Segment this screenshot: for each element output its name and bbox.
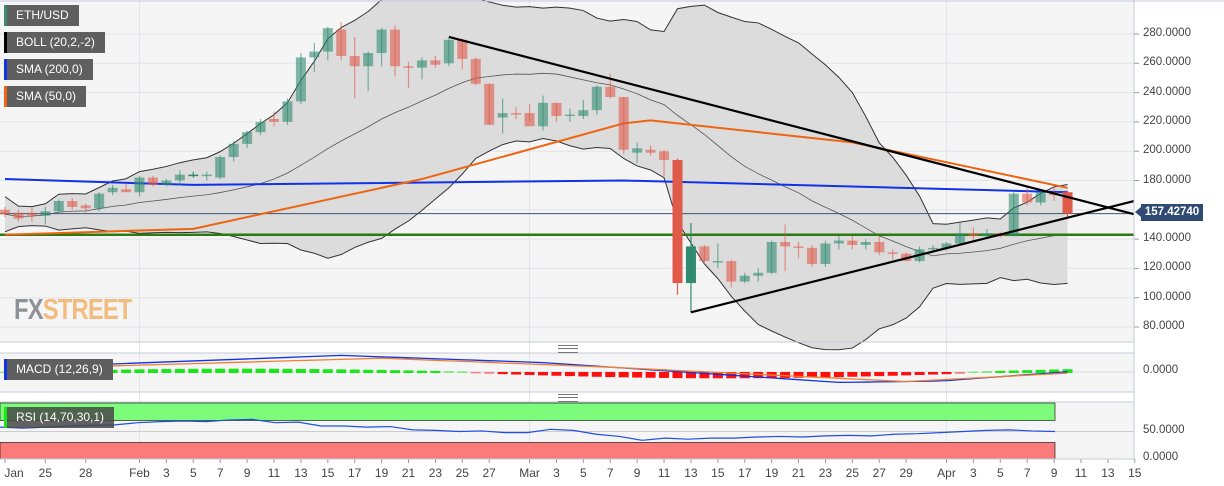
x-tick: 19 [764, 466, 779, 480]
y-tick: 240.0000 [1143, 85, 1191, 98]
legend-boll[interactable]: BOLL (20,2,-2) [4, 32, 105, 53]
x-tick: 17 [348, 466, 362, 480]
x-tick: 3 [163, 466, 170, 480]
x-tick: 3 [970, 466, 977, 480]
rsi-indicator [0, 402, 1134, 460]
x-tick: 9 [243, 466, 251, 480]
bollinger-bands [4, 0, 1068, 351]
x-tick: 11 [1074, 466, 1088, 480]
current-price-tag: 157.42740 [1135, 204, 1203, 221]
x-tick: 7 [606, 466, 614, 480]
y-tick-macd-zero: 0.0000 [1143, 364, 1179, 376]
candlesticks [0, 22, 1073, 313]
y-tick: 80.0000 [1143, 320, 1185, 332]
y-tick-rsi-50: 50.0000 [1143, 424, 1185, 436]
x-tick: 3 [553, 466, 560, 480]
x-tick: 11 [657, 466, 671, 480]
x-tick: 17 [738, 466, 752, 480]
trendlines [448, 35, 1135, 314]
y-tick: 220.0000 [1143, 114, 1191, 127]
legend-color-swatch [4, 5, 7, 26]
legend-color-swatch [4, 407, 7, 428]
x-tick: 15 [711, 466, 725, 480]
x-tick: 5 [580, 466, 587, 480]
y-tick: 100.0000 [1143, 290, 1191, 303]
legend-eth-usd[interactable]: ETH/USD [4, 5, 79, 26]
y-tick: 120.0000 [1143, 261, 1191, 274]
x-tick: 23 [428, 466, 443, 480]
x-tick: Apr [937, 466, 956, 480]
y-tick: 280.0000 [1143, 27, 1191, 39]
legend-color-swatch [4, 86, 7, 107]
x-tick: 5 [996, 466, 1004, 480]
y-tick: 200.0000 [1143, 144, 1191, 157]
x-tick: 13 [684, 466, 698, 480]
fxstreet-logo: FXSTREET [14, 294, 132, 326]
x-tick: 13 [1101, 466, 1115, 480]
legend-macd[interactable]: MACD (12,26,9) [4, 359, 113, 380]
x-tick: 21 [401, 466, 416, 480]
x-tick: 21 [791, 466, 806, 480]
x-tick: 25 [845, 466, 860, 480]
legend-color-swatch [4, 32, 7, 53]
x-tick: 7 [216, 466, 224, 480]
y-tick: 140.0000 [1143, 232, 1191, 245]
macd-indicator [0, 354, 1134, 384]
y-tick: 260.0000 [1143, 56, 1191, 69]
x-tick: 13 [294, 466, 308, 480]
legend-color-swatch [4, 359, 7, 380]
x-tick: 28 [79, 466, 93, 480]
x-tick: Jan [4, 466, 24, 480]
x-tick: Mar [519, 466, 540, 480]
y-tick: 180.0000 [1143, 173, 1191, 186]
legend-sma-50[interactable]: SMA (50,0) [4, 86, 87, 107]
legend-color-swatch [4, 59, 7, 80]
x-tick: 9 [1050, 466, 1058, 480]
x-tick: 15 [321, 466, 335, 480]
x-tick: 15 [1128, 466, 1142, 480]
x-tick: 7 [1023, 466, 1031, 480]
x-tick: 27 [482, 466, 496, 480]
x-tick: 23 [818, 466, 833, 480]
x-tick: Feb [129, 466, 150, 480]
x-tick: 27 [872, 466, 886, 480]
rsi-panel-resize-handle[interactable] [558, 394, 578, 402]
x-tick: 9 [633, 466, 641, 480]
legend-sma-200[interactable]: SMA (200,0) [4, 59, 93, 80]
x-tick: 29 [899, 466, 913, 480]
x-tick: 19 [374, 466, 389, 480]
legend-rsi[interactable]: RSI (14,70,30,1) [4, 407, 115, 428]
x-tick: 5 [189, 466, 197, 480]
x-tick: 25 [455, 466, 469, 480]
macd-panel-resize-handle[interactable] [558, 345, 578, 353]
x-tick: 25 [38, 466, 53, 480]
x-tick: 11 [267, 466, 281, 480]
y-tick-rsi-0: 0.0000 [1143, 451, 1179, 463]
